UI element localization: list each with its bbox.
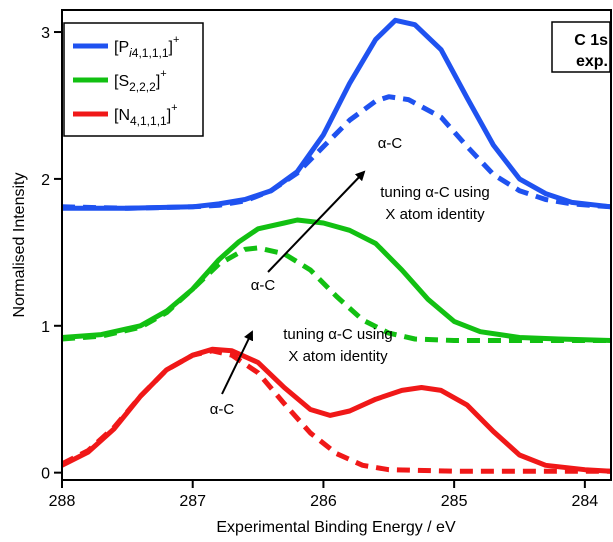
y-tick-label: 3 — [41, 25, 50, 42]
legend-entries: [Pi4,1,1,1]+ [S2,2,2]+ [N4,1,1,1]+ — [73, 34, 179, 128]
x-tick-label: 284 — [572, 493, 599, 510]
alpha-c-label-middle: α-C — [251, 277, 276, 294]
badge-line-2: exp. — [576, 53, 608, 70]
series-2-dashed-line — [60, 348, 611, 474]
axes-layer: 288 287 286 285 284 0 1 2 3 — [41, 25, 598, 510]
x-tick-label: 285 — [441, 493, 468, 510]
y-tick-label: 1 — [41, 319, 50, 336]
arrow-upper — [267, 170, 366, 273]
tuning-label-upper-line2: X atom identity — [385, 206, 485, 223]
x-tick-label: 288 — [49, 493, 76, 510]
series-0-solid-line — [62, 17, 612, 211]
arrow-lower — [221, 330, 254, 395]
y-tick-label: 0 — [41, 466, 50, 483]
tuning-label-lower-line2: X atom identity — [288, 348, 388, 365]
c1s-badge: C 1s exp. — [551, 21, 611, 73]
x-axis-title: Experimental Binding Energy / eV — [216, 519, 456, 536]
legend: [Pi4,1,1,1]+ [S2,2,2]+ [N4,1,1,1]+ — [63, 22, 204, 137]
y-tick-label: 2 — [41, 172, 50, 189]
x-tick-label: 286 — [310, 493, 337, 510]
legend-label-0: [Pi4,1,1,1]+ — [114, 34, 179, 60]
badge-line-1: C 1s — [574, 32, 608, 49]
alpha-c-label-bottom: α-C — [210, 401, 235, 418]
alpha-c-label-top: α-C — [378, 135, 403, 152]
series-2-solid-line — [60, 346, 612, 474]
x-tick-label: 287 — [179, 493, 206, 510]
series-1-solid-line — [61, 217, 612, 343]
series-1-dashed-line — [61, 245, 611, 343]
tuning-label-upper-line1: tuning α-C using — [380, 184, 490, 201]
y-axis-title: Normalised Intensity — [11, 173, 28, 318]
tuning-label-lower-line1: tuning α-C using — [283, 326, 393, 343]
legend-label-2: [N4,1,1,1]+ — [114, 102, 178, 128]
badge-box — [551, 21, 611, 73]
annotations: α-C α-C α-C tuning α-C using X atom iden… — [210, 135, 490, 418]
series-layer — [60, 17, 612, 474]
plot-frame — [61, 9, 612, 481]
legend-label-1: [S2,2,2]+ — [114, 68, 167, 94]
